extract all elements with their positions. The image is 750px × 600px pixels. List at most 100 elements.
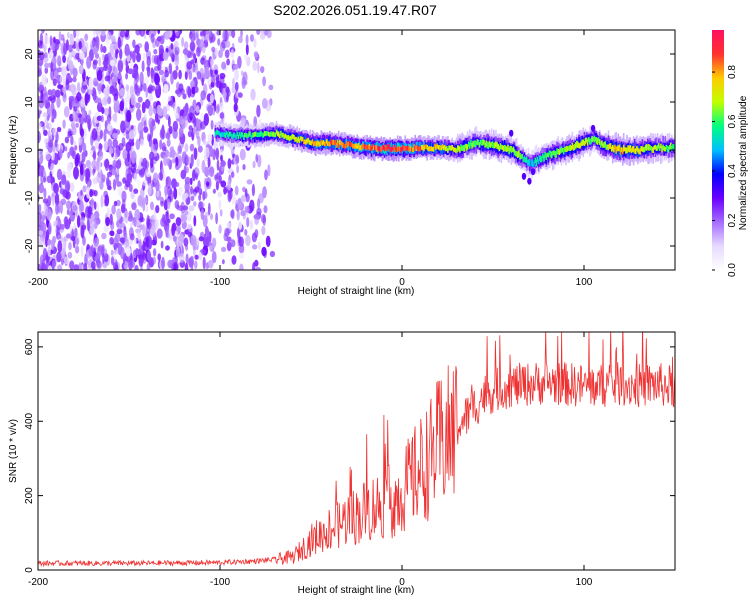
noise-blob <box>38 214 41 227</box>
ridge-segment <box>405 145 408 151</box>
noise-blob <box>112 132 118 139</box>
noise-blob <box>132 219 138 226</box>
noise-blob <box>245 193 250 203</box>
noise-blob <box>52 196 55 207</box>
ridge-segment <box>263 131 266 137</box>
ridge-segment <box>656 144 659 151</box>
y-tick-label: 400 <box>24 412 35 429</box>
noise-blob <box>154 112 159 123</box>
ridge-segment <box>260 132 262 141</box>
noise-blob <box>159 139 163 150</box>
noise-blob <box>165 245 170 251</box>
ridge-segment <box>345 141 348 146</box>
ridge-segment <box>403 146 406 151</box>
ridge-segment <box>404 145 407 151</box>
noise-blob <box>131 150 137 164</box>
noise-blob <box>238 92 243 98</box>
noise-blob <box>47 265 53 270</box>
noise-blob <box>39 235 45 242</box>
noise-blob <box>146 66 151 72</box>
noise-blob <box>108 63 112 74</box>
ridge-spur <box>509 129 514 137</box>
ridge-segment <box>622 147 625 157</box>
noise-blob <box>56 55 62 67</box>
noise-blob <box>52 144 56 153</box>
noise-blob <box>151 239 157 246</box>
noise-blob <box>178 205 184 212</box>
ridge-segment <box>393 147 396 153</box>
ridge-segment <box>270 131 272 137</box>
noise-blob <box>100 30 106 37</box>
noise-blob <box>143 126 149 133</box>
noise-blob <box>124 260 129 270</box>
ridge-segment <box>610 146 613 152</box>
ridge-segment <box>288 136 291 141</box>
ridge-segment <box>594 136 597 142</box>
ridge-segment <box>625 147 627 154</box>
ridge-segment <box>428 146 431 152</box>
ridge-segment <box>282 132 284 138</box>
noise-blob <box>144 41 149 53</box>
ridge-segment <box>438 145 440 151</box>
noise-blob <box>106 84 110 98</box>
ridge-segment <box>386 146 388 152</box>
ridge-segment <box>536 156 539 162</box>
noise-blob <box>224 49 230 59</box>
ridge-segment <box>432 146 435 152</box>
noise-blob <box>67 133 71 138</box>
noise-blob <box>174 30 180 37</box>
ridge-segment <box>631 146 634 153</box>
noise-blob <box>93 217 99 230</box>
ridge-segment <box>265 131 268 141</box>
noise-blob <box>90 261 96 270</box>
noise-blob <box>46 211 52 221</box>
noise-blob <box>172 256 179 264</box>
noise-blob <box>202 214 208 228</box>
ridge-segment <box>577 141 579 148</box>
noise-blob <box>100 194 104 208</box>
noise-blob <box>173 187 178 200</box>
noise-blob <box>78 262 83 270</box>
ridge-segment <box>330 139 332 144</box>
noise-blob <box>38 183 44 194</box>
noise-blob <box>185 102 189 116</box>
noise-blob <box>130 258 135 268</box>
colorbar: 0.0 0.2 0.4 0.6 0.8 Normalized spectral ampl… <box>712 30 749 277</box>
noise-blob <box>244 205 250 213</box>
noise-blob <box>71 126 77 136</box>
noise-blob <box>246 217 250 228</box>
ridge-segment <box>283 134 285 140</box>
noise-blob <box>145 170 151 178</box>
noise-blob <box>218 199 222 210</box>
noise-blob <box>126 110 132 123</box>
noise-blob <box>191 86 196 95</box>
ridge-segment <box>661 146 663 153</box>
ridge-segment <box>474 140 476 147</box>
noise-blob <box>79 52 85 60</box>
noise-blob <box>38 122 42 130</box>
ridge-segment <box>343 138 345 148</box>
ridge-segment <box>308 139 311 145</box>
noise-blob <box>224 227 230 237</box>
ridge-segment <box>534 157 537 164</box>
ridge-segment <box>619 148 622 155</box>
noise-blob <box>138 254 144 267</box>
noise-blob <box>55 89 61 98</box>
noise-blob <box>94 140 100 150</box>
ridge-spur <box>590 124 596 132</box>
ridge-segment <box>327 141 329 146</box>
noise-blob <box>100 115 104 123</box>
noise-blob <box>175 65 179 71</box>
ridge-segment <box>382 144 385 150</box>
ridge-segment <box>299 136 302 141</box>
noise-blob <box>172 222 177 232</box>
noise-blob <box>255 153 258 163</box>
ridge-segment <box>602 143 604 148</box>
ridge-segment <box>525 156 528 163</box>
noise-blob <box>66 162 73 171</box>
noise-blob <box>202 190 208 200</box>
noise-blob <box>195 105 200 114</box>
ridge-segment <box>442 145 445 151</box>
noise-blob <box>64 216 68 227</box>
noise-blob <box>188 70 193 80</box>
